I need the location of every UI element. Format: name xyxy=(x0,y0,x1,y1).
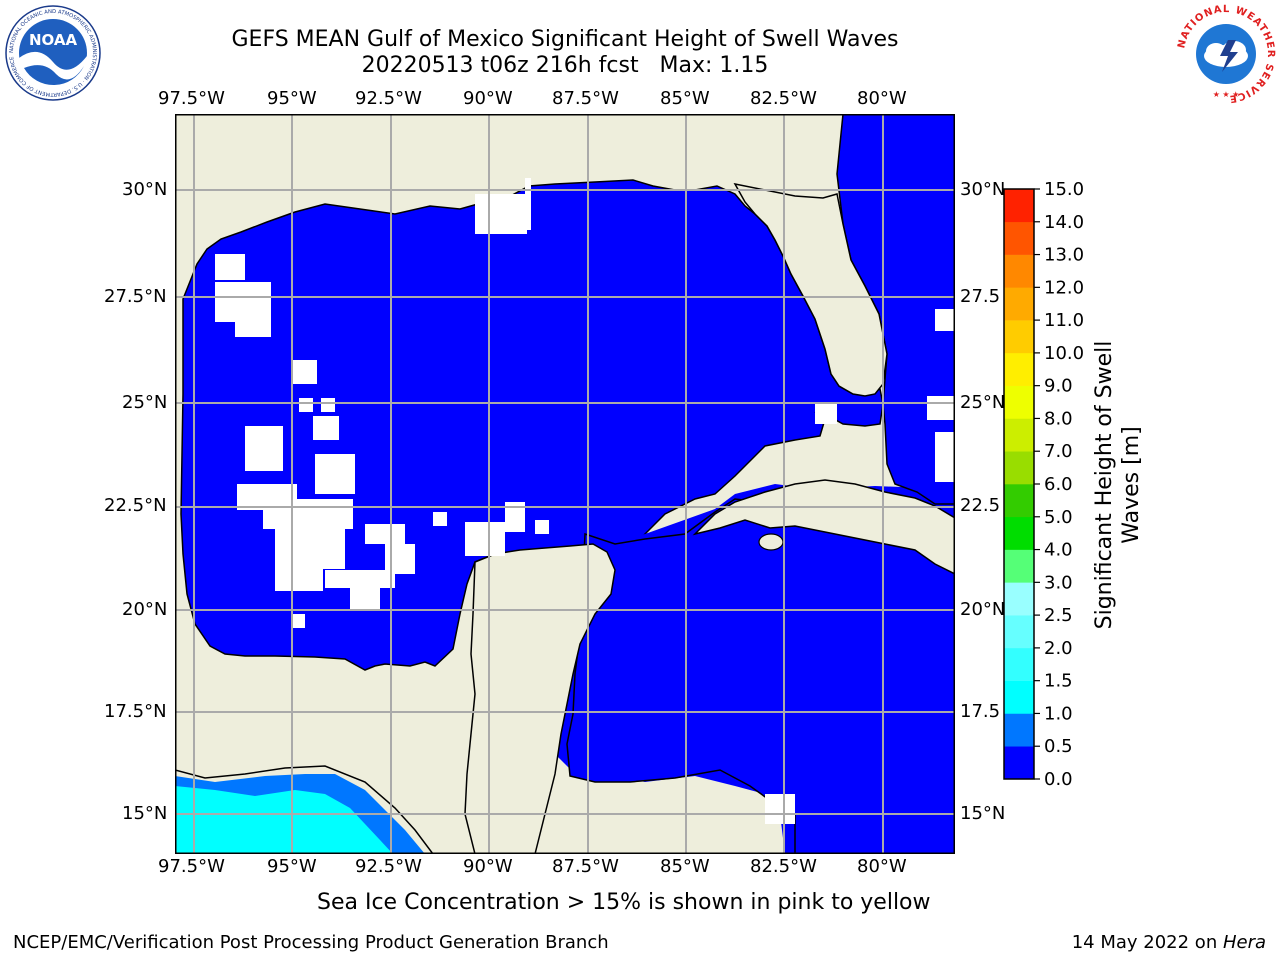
map-gridlines xyxy=(175,114,955,854)
lat-label-left: 15°N xyxy=(122,803,168,824)
pacific-swell-cyan xyxy=(175,786,393,854)
colorbar-tick-label: 14.0 xyxy=(1044,212,1084,233)
colorbar: 0.0 0.5 1.0 1.5 2.0 2.5 3.0 4.0 5.0 6.0 7.0 8.0 9.0 1… xyxy=(1003,180,1084,790)
colorbar-segment xyxy=(1004,713,1034,747)
lon-label-bottom: 95°W xyxy=(267,856,317,877)
florida-peninsula xyxy=(733,182,888,397)
lat-label-right: 22.5 xyxy=(960,495,1001,516)
pacific-coastline xyxy=(175,765,434,854)
colorbar-segment xyxy=(1004,680,1034,714)
map-frame xyxy=(175,114,955,854)
colorbar-segment xyxy=(1004,385,1034,419)
colorbar-tick-label: 8.0 xyxy=(1044,408,1073,429)
svg-text:★ ★ ★: ★ ★ ★ xyxy=(1213,90,1240,99)
lon-label-top: 92.5°W xyxy=(355,88,422,109)
colorbar-tick-label: 10.0 xyxy=(1044,343,1084,364)
lat-label-left: 22.5°N xyxy=(104,495,167,516)
lon-label-bottom: 80°W xyxy=(857,856,907,877)
colorbar-segment xyxy=(1004,549,1034,583)
colorbar-segment xyxy=(1004,746,1034,780)
colorbar-tick-label: 4.0 xyxy=(1044,540,1073,561)
colorbar-tick-label: 5.0 xyxy=(1044,507,1073,528)
colorbar-tick-label: 15.0 xyxy=(1044,180,1084,200)
lat-label-left: 20°N xyxy=(122,599,168,620)
lon-label-bottom: 92.5°W xyxy=(355,856,422,877)
no-data-patches xyxy=(215,178,955,824)
colorbar-segment xyxy=(1004,418,1034,452)
lat-label-right: 27.5 xyxy=(960,286,1001,307)
footer-date: 14 May 2022 on Hera xyxy=(1072,932,1266,953)
colorbar-tick-label: 2.5 xyxy=(1044,605,1073,626)
colorbar-segment xyxy=(1004,615,1034,649)
isle-of-youth xyxy=(758,533,784,551)
footer-host: Hera xyxy=(1222,932,1266,953)
colorbar-tick-label: 6.0 xyxy=(1044,474,1073,495)
colorbar-segment xyxy=(1004,582,1034,616)
colorbar-tick-label: 12.0 xyxy=(1044,277,1084,298)
colorbar-segment xyxy=(1004,451,1034,485)
lat-label-left: 17.5°N xyxy=(104,701,167,722)
colorbar-segment xyxy=(1004,221,1034,255)
lon-label-bottom: 97.5°W xyxy=(158,856,225,877)
lat-label-right: 25°N xyxy=(960,392,1006,413)
colorbar-tick-label: 1.5 xyxy=(1044,671,1073,692)
cuba-island xyxy=(692,479,955,575)
noaa-logo: NATIONAL OCEANIC AND ATMOSPHERIC ADMINIS… xyxy=(5,5,101,101)
colorbar-segment xyxy=(1004,352,1034,386)
lon-label-top: 90°W xyxy=(463,88,513,109)
colorbar-tick-label: 9.0 xyxy=(1044,376,1073,397)
lon-label-top: 95°W xyxy=(267,88,317,109)
colorbar-tick-label: 13.0 xyxy=(1044,245,1084,266)
gulf-of-mexico-map xyxy=(175,114,955,854)
lat-label-left: 27.5°N xyxy=(104,286,167,307)
lat-label-right: 15°N xyxy=(960,803,1006,824)
colorbar-tick-label: 0.0 xyxy=(1044,769,1073,790)
lon-label-top: 97.5°W xyxy=(158,88,225,109)
lat-label-left: 30°N xyxy=(122,179,168,200)
footer-date-text: 14 May 2022 on xyxy=(1071,932,1223,953)
colorbar-tick-label: 7.0 xyxy=(1044,441,1073,462)
colorbar-tick-label: 3.0 xyxy=(1044,572,1073,593)
lat-label-right: 17.5 xyxy=(960,701,1001,722)
colorbar-segment xyxy=(1004,647,1034,681)
lon-label-top: 80°W xyxy=(857,88,907,109)
lon-label-bottom: 87.5°W xyxy=(552,856,619,877)
map-subtitle: 20220513 t06z 216h fcst Max: 1.15 xyxy=(361,53,769,78)
lon-label-bottom: 85°W xyxy=(660,856,710,877)
lon-label-top: 85°W xyxy=(660,88,710,109)
lat-label-left: 25°N xyxy=(122,392,168,413)
nws-logo: NATIONAL WEATHER SERVICE ★ ★ ★ xyxy=(1176,4,1275,104)
colorbar-segment xyxy=(1004,320,1034,354)
lon-label-top: 87.5°W xyxy=(552,88,619,109)
colorbar-segment xyxy=(1004,254,1034,288)
lat-label-right: 30°N xyxy=(960,179,1006,200)
lon-label-top: 82.5°W xyxy=(750,88,817,109)
colorbar-segment xyxy=(1004,484,1034,518)
colorbar-segment xyxy=(1004,189,1034,223)
colorbar-segment xyxy=(1004,516,1034,550)
lat-label-right: 20°N xyxy=(960,599,1006,620)
footer-credit: NCEP/EMC/Verification Post Processing Pr… xyxy=(13,932,609,953)
map-title: GEFS MEAN Gulf of Mexico Significant Hei… xyxy=(231,27,899,52)
sea-ice-note: Sea Ice Concentration > 15% is shown in … xyxy=(317,890,931,915)
lon-label-bottom: 82.5°W xyxy=(750,856,817,877)
noaa-logo-text: NOAA xyxy=(29,31,78,49)
colorbar-label: Significant Height of Swell Waves [m] xyxy=(1092,340,1144,630)
colorbar-tick-label: 1.0 xyxy=(1044,703,1073,724)
colorbar-tick-label: 0.5 xyxy=(1044,736,1073,757)
caribbean-ocean xyxy=(566,498,955,854)
lon-label-bottom: 90°W xyxy=(463,856,513,877)
colorbar-segment xyxy=(1004,287,1034,321)
colorbar-tick-label: 11.0 xyxy=(1044,310,1084,331)
yucatan-peninsula xyxy=(464,543,616,854)
colorbar-tick-label: 2.0 xyxy=(1044,638,1073,659)
